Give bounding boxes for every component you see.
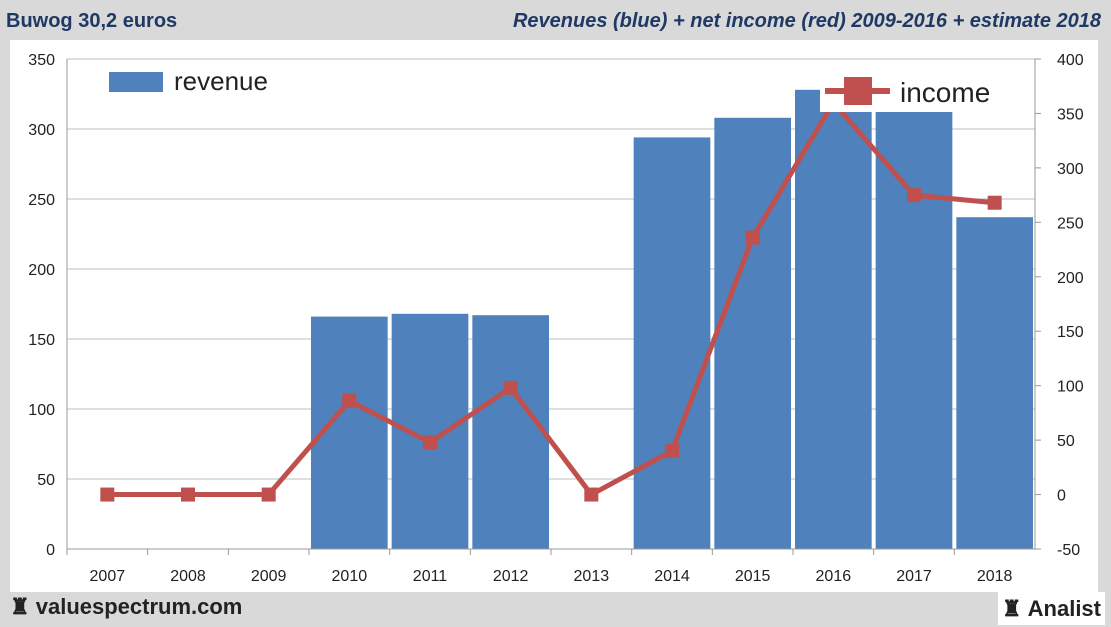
x-tick-label: 2011 [413,568,448,585]
left-tick-label: 350 [28,52,55,69]
right-tick-label: 300 [1057,161,1084,178]
legend-income-label: income [900,77,990,108]
income-marker-2012 [503,380,518,395]
right-tick-label: 100 [1057,379,1084,396]
income-marker-2010 [342,393,357,408]
income-marker-2011 [423,435,437,450]
combo-chart: 0 50 100 150 200 250 300 350 -50 0 50 100 150 200 250 3… [28,52,1084,585]
x-tick-label: 2018 [977,568,1013,585]
right-tick-label: 50 [1057,433,1075,450]
x-tick-label: 2017 [896,568,932,585]
rook-chess-icon: ♜ [1001,595,1022,621]
revenue-bar-2014 [633,137,711,549]
income-line [107,100,995,498]
income-marker-2017 [907,188,921,203]
revenue-bar-2018 [956,217,1033,549]
revenue-bar-2016 [795,89,872,550]
x-tick-label: 2007 [90,568,126,585]
left-tick-label: 50 [37,472,55,489]
chart-title: Revenues (blue) + net income (red) 2009-… [512,10,1101,32]
right-tick-label: 350 [1057,106,1084,123]
income-marker-2018 [987,195,1002,210]
income-marker-2014 [665,444,679,458]
x-tick-label: 2016 [816,568,852,585]
income-marker-2009 [261,487,276,502]
left-tick-label: 150 [28,332,55,349]
x-tick-label: 2012 [493,568,529,585]
right-tick-label: 200 [1057,270,1084,287]
left-tick-label: 100 [28,402,55,419]
revenue-bar-2015 [714,117,791,550]
right-tick-label: 0 [1057,488,1066,505]
x-tick-label: 2015 [735,568,771,585]
revenue-bar-2012 [472,315,549,549]
footer-brand: ♜ valuespectrum.com [10,594,242,620]
x-tick-label: 2009 [251,568,287,585]
income-marker-2015 [745,230,760,245]
income-marker-2008 [181,487,195,502]
income-marker-2013 [584,487,599,502]
legend-income-marker [844,77,872,105]
x-tick-label: 2010 [332,568,368,585]
left-tick-label: 0 [46,542,55,559]
x-tick-label: 2008 [170,568,206,585]
left-tick-label: 200 [28,262,55,279]
footer-site: valuespectrum.com [35,594,243,619]
revenue-bar-2017 [875,110,953,550]
legend-revenue-swatch [109,72,163,92]
x-tick-label: 2013 [574,568,610,585]
x-tick-label: 2014 [654,568,690,585]
legend-revenue-label: revenue [174,66,268,96]
footer-analyst: ♜ Analist [997,592,1105,625]
rook-chess-icon: ♜ [10,594,30,619]
right-tick-label: 150 [1057,324,1084,341]
left-tick-label: 300 [28,122,55,139]
revenue-bar-2011 [391,313,469,549]
right-tick-label: -50 [1057,542,1080,559]
income-marker-2007 [100,487,115,502]
left-tick-label: 250 [28,192,55,209]
chart-subject-title: Buwog 30,2 euros [6,10,178,32]
right-tick-label: 400 [1057,52,1084,69]
chart-panel: 0 50 100 150 200 250 300 350 -50 0 50 100 150 200 250 3… [10,40,1098,592]
right-tick-label: 250 [1057,215,1084,232]
footer-analyst-label: Analist [1027,595,1101,621]
